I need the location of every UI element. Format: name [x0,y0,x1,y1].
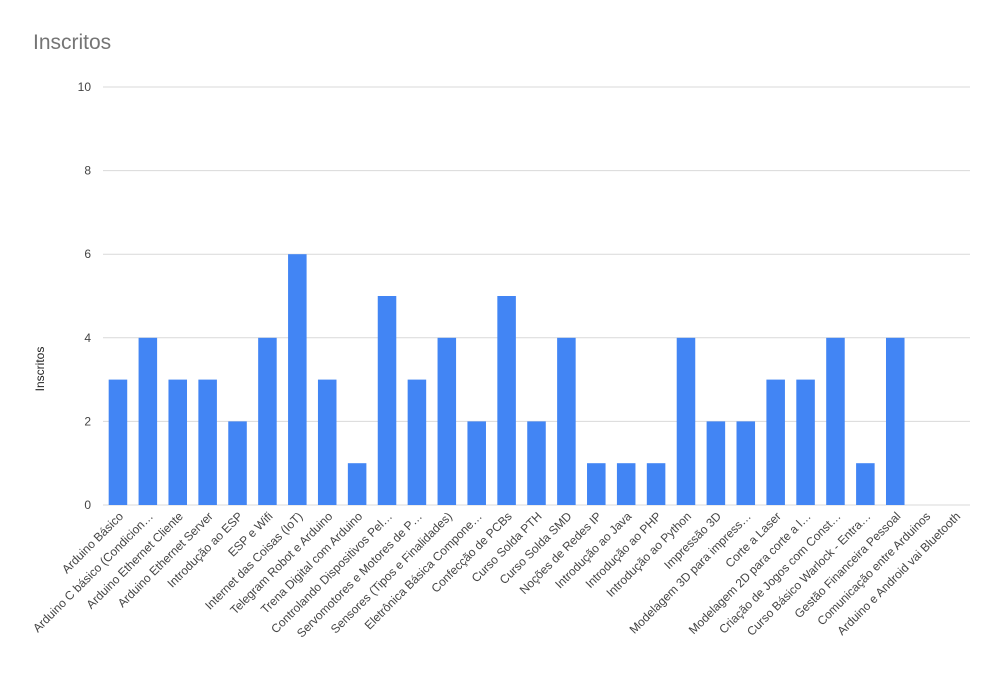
bar [796,379,815,505]
bar [587,463,606,505]
bar [557,337,576,505]
bar [646,463,666,505]
bar [347,463,367,505]
bar [826,337,845,505]
bar [228,421,247,505]
y-axis-label: Inscritos [33,347,47,392]
bar [706,421,726,505]
y-tick-label: 2 [84,414,91,428]
y-tick-label: 4 [84,331,91,345]
bar [258,337,277,505]
bar [377,296,397,505]
bar [856,463,875,505]
bar [736,421,756,505]
bar [198,379,217,505]
y-tick-label: 0 [84,498,91,512]
bar [108,379,128,505]
y-tick-label: 6 [84,247,91,261]
bar [317,379,337,505]
bar [676,337,696,505]
bar [467,421,486,505]
bar [497,296,516,505]
bar [407,379,427,505]
bar [437,337,457,505]
bar [138,337,158,505]
y-axis-ticks: 0 2 4 6 8 10 [78,80,92,512]
bar [527,421,546,505]
bar [885,337,905,505]
bar [766,379,785,505]
y-tick-label: 10 [78,80,92,94]
bars [108,254,905,505]
bar [616,463,636,505]
chart-title: Inscritos [33,31,112,54]
x-tick-label: Arduino C básico (Condicion… [30,509,156,635]
bar [168,379,188,505]
y-tick-label: 8 [84,164,91,178]
bar [288,254,307,505]
